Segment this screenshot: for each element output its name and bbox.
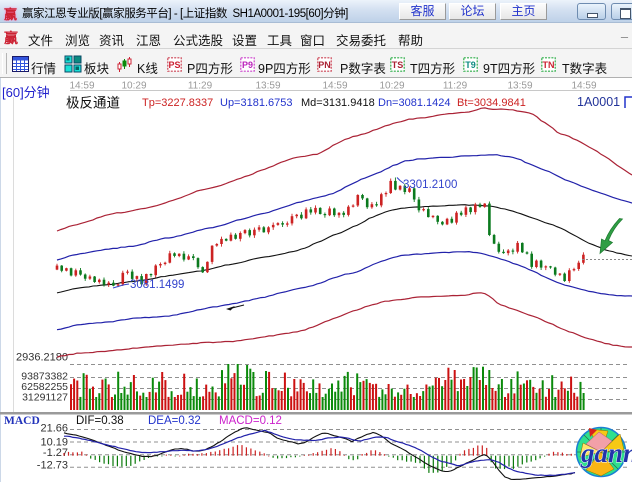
svg-text:Up=3181.6753: Up=3181.6753 bbox=[220, 97, 292, 109]
svg-text:DIF=0.38: DIF=0.38 bbox=[76, 415, 124, 427]
svg-text:14:59: 14:59 bbox=[322, 81, 347, 92]
svg-text:14:59: 14:59 bbox=[571, 81, 596, 92]
svg-text:gann: gann bbox=[580, 438, 632, 468]
svg-text:10.19: 10.19 bbox=[40, 437, 68, 449]
svg-text:[60]分钟: [60]分钟 bbox=[2, 85, 50, 100]
svg-text:10:29: 10:29 bbox=[379, 81, 404, 92]
svg-text:3301.2100: 3301.2100 bbox=[403, 179, 457, 191]
svg-text:31291127: 31291127 bbox=[22, 392, 68, 404]
svg-text:T9: T9 bbox=[465, 60, 476, 70]
svg-text:PS: PS bbox=[168, 60, 180, 70]
svg-text:2936.2180: 2936.2180 bbox=[16, 352, 68, 364]
svg-text:极反通道: 极反通道 bbox=[66, 96, 120, 111]
svg-text:14:59: 14:59 bbox=[69, 81, 94, 92]
svg-text:93873382: 93873382 bbox=[21, 371, 68, 383]
svg-text:Bt=3034.9841: Bt=3034.9841 bbox=[457, 97, 526, 109]
svg-text:Dn=3081.1424: Dn=3081.1424 bbox=[378, 97, 450, 109]
svg-text:P9: P9 bbox=[242, 60, 253, 70]
svg-text:13:59: 13:59 bbox=[507, 81, 532, 92]
svg-text:PN: PN bbox=[318, 60, 331, 70]
svg-text:13:59: 13:59 bbox=[255, 81, 280, 92]
svg-text:MACD: MACD bbox=[4, 415, 40, 427]
svg-text:11:29: 11:29 bbox=[443, 81, 468, 92]
svg-text:62582255: 62582255 bbox=[21, 381, 68, 393]
svg-text:21.66: 21.66 bbox=[40, 423, 68, 435]
svg-text:3081.1499: 3081.1499 bbox=[130, 279, 184, 291]
svg-text:TN: TN bbox=[543, 60, 555, 70]
svg-text:-12.73: -12.73 bbox=[37, 460, 68, 472]
svg-text:Tp=3227.8337: Tp=3227.8337 bbox=[142, 97, 213, 109]
svg-text:1A0001: 1A0001 bbox=[577, 95, 620, 109]
svg-text:DEA=0.32: DEA=0.32 bbox=[148, 415, 201, 427]
svg-text:TS: TS bbox=[392, 60, 404, 70]
svg-text:MACD=0.12: MACD=0.12 bbox=[219, 415, 282, 427]
svg-text:-1.27: -1.27 bbox=[43, 447, 68, 459]
svg-text:10:29: 10:29 bbox=[121, 81, 146, 92]
svg-text:11:29: 11:29 bbox=[188, 81, 213, 92]
svg-text:Md=3131.9418: Md=3131.9418 bbox=[301, 97, 375, 109]
